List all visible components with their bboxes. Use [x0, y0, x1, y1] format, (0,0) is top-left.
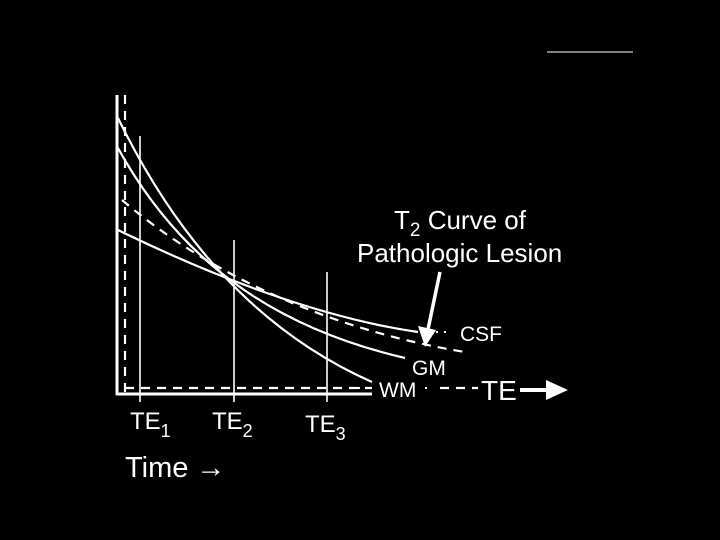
time-axis-label: Time →: [125, 452, 225, 484]
annotation-arrow-icon: [418, 326, 436, 347]
wm-curve: [117, 117, 373, 384]
csf-label: CSF: [460, 323, 502, 346]
wm-label: WM: [379, 379, 416, 402]
te1-label: TE1: [130, 408, 171, 441]
annotation-line2: Pathologic Lesion: [357, 238, 562, 268]
annotation-arrow-shaft: [425, 271, 442, 335]
pathologic-lesion-curve: [121, 199, 466, 354]
te3-label: TE3: [305, 411, 346, 444]
gm-curve: [117, 147, 406, 360]
csf-curve: [117, 229, 419, 334]
annotation-line1: T2 Curve of: [394, 205, 527, 241]
te-axis-label: TE: [481, 375, 517, 406]
te2-label: TE2: [212, 408, 253, 441]
te-arrow-icon: [546, 380, 568, 400]
gm-label: GM: [412, 357, 446, 380]
